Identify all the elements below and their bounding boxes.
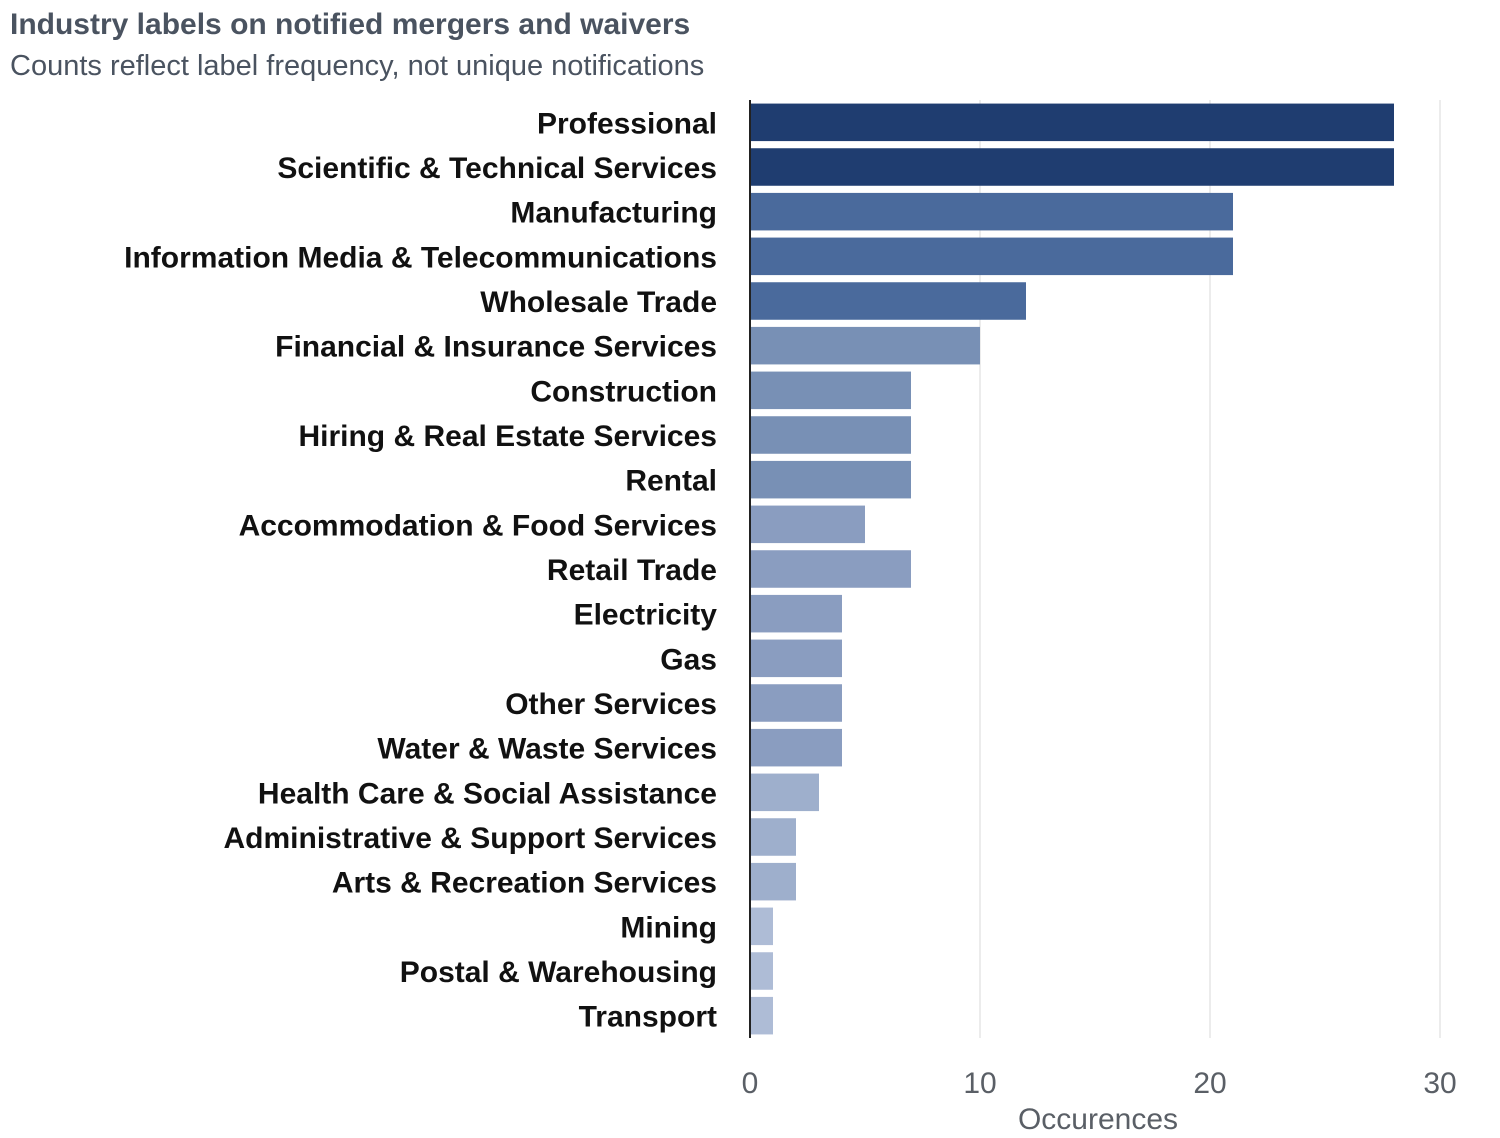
bar — [750, 728, 842, 767]
category-label: Health Care & Social Assistance — [258, 777, 717, 810]
bar — [750, 505, 865, 544]
bar — [750, 103, 1394, 142]
chart-title: Industry labels on notified mergers and … — [10, 8, 691, 41]
x-tick-label: 0 — [742, 1067, 759, 1100]
bar — [750, 639, 842, 678]
category-labels: Professional Scientific & Technical Servi… — [124, 107, 717, 1033]
bar — [750, 282, 1026, 320]
bar — [750, 237, 1233, 276]
x-axis-title: Occurences — [1018, 1103, 1178, 1136]
category-label: Transport — [579, 1001, 717, 1034]
bars — [750, 103, 1394, 1035]
category-label: Wholesale Trade — [480, 286, 717, 319]
category-label: Construction — [530, 375, 717, 408]
category-label: Rental — [625, 465, 717, 498]
bar — [750, 192, 1233, 231]
category-label: Scientific & Technical Services — [277, 152, 717, 185]
x-tick-label: 30 — [1423, 1067, 1456, 1100]
bar — [750, 952, 773, 990]
category-label: Information Media & Telecommunications — [124, 241, 717, 274]
category-label: Arts & Recreation Services — [332, 867, 717, 900]
bar — [750, 594, 842, 633]
x-tick-label: 20 — [1193, 1067, 1226, 1100]
bar — [750, 684, 842, 722]
bar — [750, 907, 773, 946]
bar — [750, 550, 911, 588]
bar — [750, 326, 980, 365]
category-label: Accommodation & Food Services — [239, 509, 717, 542]
bar — [750, 818, 796, 856]
chart-subtitle: Counts reflect label frequency, not uniq… — [10, 50, 705, 82]
category-label: Other Services — [505, 688, 717, 721]
bar — [750, 862, 796, 901]
category-label: Administrative & Support Services — [224, 822, 717, 855]
category-label: Water & Waste Services — [377, 733, 717, 766]
bar — [750, 996, 773, 1035]
category-label: Postal & Warehousing — [400, 956, 717, 989]
category-label: Retail Trade — [547, 554, 717, 587]
bar — [750, 460, 911, 499]
bar — [750, 416, 911, 454]
category-label: Professional — [537, 107, 717, 140]
bar — [750, 371, 911, 410]
bar — [750, 773, 819, 812]
category-label: Electricity — [574, 599, 718, 632]
category-label: Manufacturing — [510, 197, 717, 230]
x-tick-labels: 0 10 20 30 — [742, 1067, 1457, 1100]
category-label: Financial & Insurance Services — [275, 331, 717, 364]
x-tick-label: 10 — [963, 1067, 996, 1100]
category-label: Gas — [660, 643, 717, 676]
bar — [750, 148, 1394, 186]
category-label: Hiring & Real Estate Services — [298, 420, 717, 453]
category-label: Mining — [620, 911, 717, 944]
